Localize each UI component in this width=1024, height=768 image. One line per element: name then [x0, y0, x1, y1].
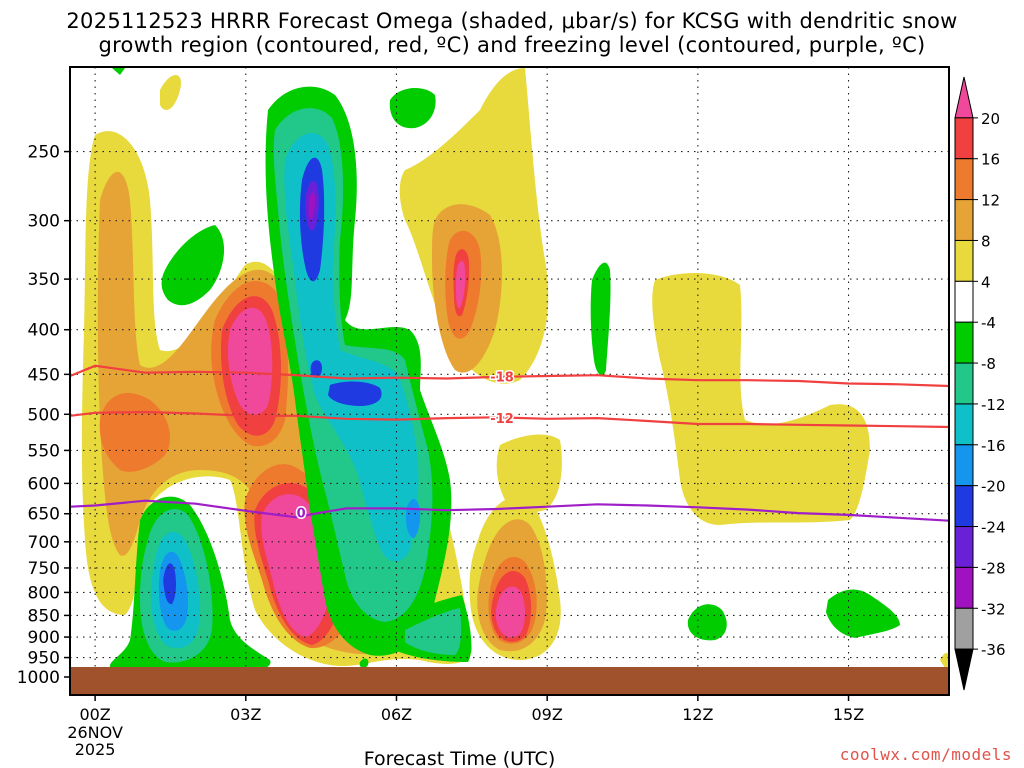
colorbar-label: -32 [981, 600, 1006, 618]
colorbar-segment [954, 158, 974, 201]
y-tick-label: 700 [28, 533, 60, 553]
omega-neg20-24-region-mid-b [310, 360, 322, 378]
colorbar-label: -4 [981, 314, 996, 332]
colorbar-segment [954, 117, 974, 160]
y-tick-label: 250 [28, 143, 60, 163]
y-tick-label: 400 [28, 321, 60, 341]
colorbar-label: 16 [981, 151, 1000, 169]
y-tick-label: 350 [28, 270, 60, 290]
colorbar-segment [954, 362, 974, 405]
x-tick-label: 15Z [833, 705, 864, 724]
colorbar-label: -24 [981, 519, 1006, 537]
x-tick-sublabel: 2025 [75, 740, 116, 759]
omega-neg28-32-region [308, 192, 315, 220]
colorbar-label: -36 [981, 641, 1006, 659]
colorbar-label: -28 [981, 559, 1006, 577]
contour-line [70, 364, 949, 388]
omega-neg20-24-region-mid-a [328, 381, 382, 406]
omega-neg4-8-region-dot [359, 658, 369, 668]
y-tick-label: 800 [28, 583, 60, 603]
y-tick-label: 600 [28, 474, 60, 494]
y-tick-label: 850 [28, 606, 60, 626]
colorbar-label: -12 [981, 396, 1006, 414]
colorbar-label: 8 [981, 232, 991, 250]
colorbar-segment [954, 566, 974, 609]
contour-label: 0 [297, 507, 306, 522]
omega-gt20-region-d [495, 586, 526, 638]
x-tick-label: 06Z [381, 705, 412, 724]
x-tick-label: 09Z [532, 705, 563, 724]
colorbar-segment [954, 280, 974, 323]
x-axis-label: Forecast Time (UTC) [364, 748, 555, 768]
colorbar-label: 4 [981, 273, 991, 291]
omega-neg4-8-region-top-small [389, 88, 436, 129]
x-tick-label: 03Z [230, 705, 261, 724]
y-tick-label: 750 [28, 559, 60, 579]
omega-4-8-region-edge [940, 653, 949, 668]
colorbar-label: -8 [981, 355, 996, 373]
grid [70, 67, 949, 695]
y-tick-label: 450 [28, 365, 60, 385]
colorbar-label: -20 [981, 478, 1006, 496]
x-tick-label: 12Z [682, 705, 713, 724]
contour-line [70, 499, 949, 522]
y-tick-label: 1000 [17, 668, 60, 688]
x-tick-sublabel: 26NOV [67, 723, 123, 742]
colorbar-label: -16 [981, 437, 1006, 455]
colorbar-segment [954, 321, 974, 364]
chart-title-line-1: 2025112523 HRRR Forecast Omega (shaded, … [66, 9, 958, 33]
x-tick-label: 00Z [79, 705, 110, 724]
colorbar: 20 16 12 8 4 -4 -8 -12 -16 -20 -24 -28 -32 -36 [954, 76, 1006, 691]
y-tick-label: 900 [28, 628, 60, 648]
y-tick-label: 500 [28, 405, 60, 425]
omega-neg20-24-region-lower-left [163, 563, 176, 605]
colorbar-top-triangle [954, 76, 974, 119]
contour-label: -12 [490, 412, 514, 427]
colorbar-label: 20 [981, 110, 1000, 128]
colorbar-segment [954, 485, 974, 528]
colorbar-segment [954, 607, 974, 650]
colorbar-segment [954, 444, 974, 487]
chart-title-line-2: growth region (contoured, red, ºC) and f… [98, 33, 926, 57]
colorbar-segment [954, 199, 974, 241]
colorbar-bottom-triangle [954, 648, 974, 691]
omega-4-8-region-small-top [160, 75, 181, 110]
ground-strip [70, 667, 949, 695]
axes: 2503003504004505005506006507007508008509… [17, 143, 865, 768]
y-tick-label: 550 [28, 441, 60, 461]
colorbar-segment [954, 526, 974, 568]
y-tick-label: 950 [28, 649, 60, 669]
plot-area: -18 -12 0 [70, 67, 949, 695]
omega-gt20-region-a [228, 307, 273, 415]
colorbar-segment [954, 239, 974, 282]
colorbar-label: 12 [981, 192, 1000, 210]
temperature-contours: -18 -12 0 [70, 364, 949, 523]
credit-text: coolwx.com/models [839, 745, 1012, 764]
omega-4-8-region-mid [496, 434, 562, 512]
y-tick-label: 650 [28, 505, 60, 525]
y-tick-label: 300 [28, 212, 60, 232]
omega-neg4-8-region-15z [826, 589, 900, 638]
omega-neg4-8-region-left-small [161, 225, 225, 306]
contour-label: -18 [490, 370, 514, 385]
omega-neg4-8-region-right-vertical [590, 262, 611, 376]
omega-4-8-region-right [652, 273, 870, 525]
plot-frame [69, 66, 950, 696]
omega-neg4-8-region-tiny-top [112, 68, 125, 75]
omega-neg8-12-region-lower-mid [405, 608, 462, 655]
contour-line [70, 410, 949, 429]
colorbar-segment [954, 403, 974, 446]
omega-gt20-region-e [456, 260, 466, 309]
